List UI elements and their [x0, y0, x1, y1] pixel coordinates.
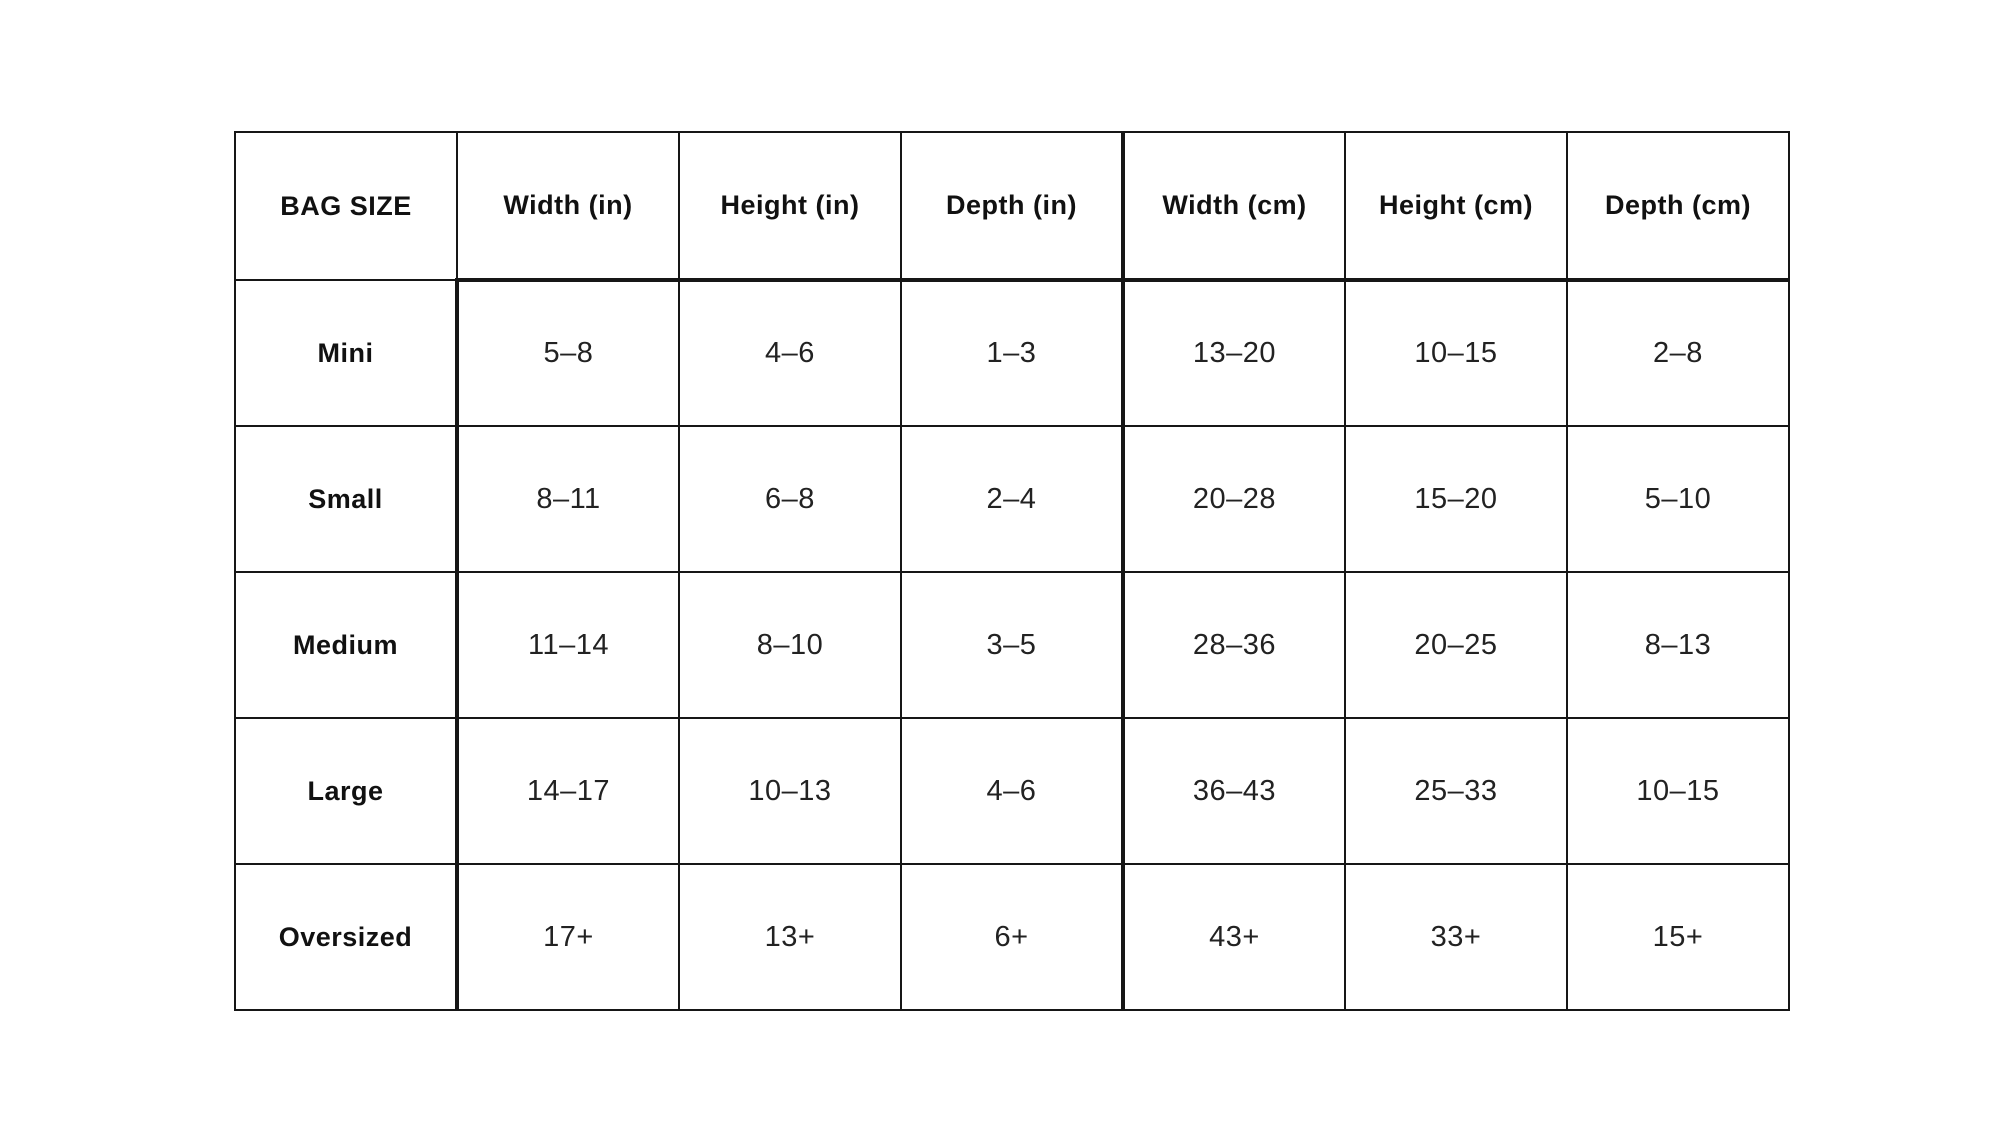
table-cell: 3–5	[900, 571, 1125, 719]
column-header-width-in: Width (in)	[456, 131, 680, 282]
bag-size-chart: BAG SIZE Width (in) Height (in) Depth (i…	[234, 131, 1790, 1011]
table-cell: 6–8	[678, 425, 902, 573]
row-label: Medium	[234, 571, 459, 719]
header-row: BAG SIZE Width (in) Height (in) Depth (i…	[234, 131, 1790, 282]
table-row-small: Small 8–11 6–8 2–4 20–28 15–20 5–10	[234, 425, 1790, 573]
column-header-width-cm: Width (cm)	[1122, 131, 1346, 282]
table-cell: 10–13	[678, 717, 902, 865]
table-row-mini: Mini 5–8 4–6 1–3 13–20 10–15 2–8	[234, 279, 1790, 427]
table-cell: 15–20	[1344, 425, 1568, 573]
table-cell: 15+	[1566, 863, 1790, 1011]
table-header: BAG SIZE Width (in) Height (in) Depth (i…	[234, 131, 1790, 282]
table-cell: 13+	[678, 863, 902, 1011]
table-cell: 14–17	[456, 717, 680, 865]
table-cell: 13–20	[1122, 279, 1346, 427]
table-cell: 25–33	[1344, 717, 1568, 865]
table-cell: 2–4	[900, 425, 1125, 573]
column-header-depth-cm: Depth (cm)	[1566, 131, 1790, 282]
table-cell: 4–6	[678, 279, 902, 427]
table-row-medium: Medium 11–14 8–10 3–5 28–36 20–25 8–13	[234, 571, 1790, 719]
table-cell: 28–36	[1122, 571, 1346, 719]
bag-size-table: BAG SIZE Width (in) Height (in) Depth (i…	[234, 131, 1790, 1011]
column-header-depth-in: Depth (in)	[900, 131, 1125, 282]
table-cell: 11–14	[456, 571, 680, 719]
row-label: Mini	[234, 279, 459, 427]
table-cell: 1–3	[900, 279, 1125, 427]
table-cell: 36–43	[1122, 717, 1346, 865]
table-cell: 20–25	[1344, 571, 1568, 719]
row-label: Oversized	[234, 863, 459, 1011]
column-header-bag-size: BAG SIZE	[234, 131, 458, 281]
table-body: Mini 5–8 4–6 1–3 13–20 10–15 2–8 Small 8…	[234, 279, 1790, 1011]
table-cell: 17+	[456, 863, 680, 1011]
table-cell: 6+	[900, 863, 1125, 1011]
table-cell: 8–13	[1566, 571, 1790, 719]
table-cell: 33+	[1344, 863, 1568, 1011]
table-cell: 10–15	[1566, 717, 1790, 865]
table-cell: 5–8	[456, 279, 680, 427]
table-row-large: Large 14–17 10–13 4–6 36–43 25–33 10–15	[234, 717, 1790, 865]
table-cell: 5–10	[1566, 425, 1790, 573]
table-cell: 2–8	[1566, 279, 1790, 427]
table-cell: 8–10	[678, 571, 902, 719]
row-label: Small	[234, 425, 459, 573]
column-header-height-cm: Height (cm)	[1344, 131, 1568, 282]
table-row-oversized: Oversized 17+ 13+ 6+ 43+ 33+ 15+	[234, 863, 1790, 1011]
row-label: Large	[234, 717, 459, 865]
table-cell: 4–6	[900, 717, 1125, 865]
table-cell: 43+	[1122, 863, 1346, 1011]
table-cell: 8–11	[456, 425, 680, 573]
column-header-height-in: Height (in)	[678, 131, 902, 282]
table-cell: 20–28	[1122, 425, 1346, 573]
table-cell: 10–15	[1344, 279, 1568, 427]
